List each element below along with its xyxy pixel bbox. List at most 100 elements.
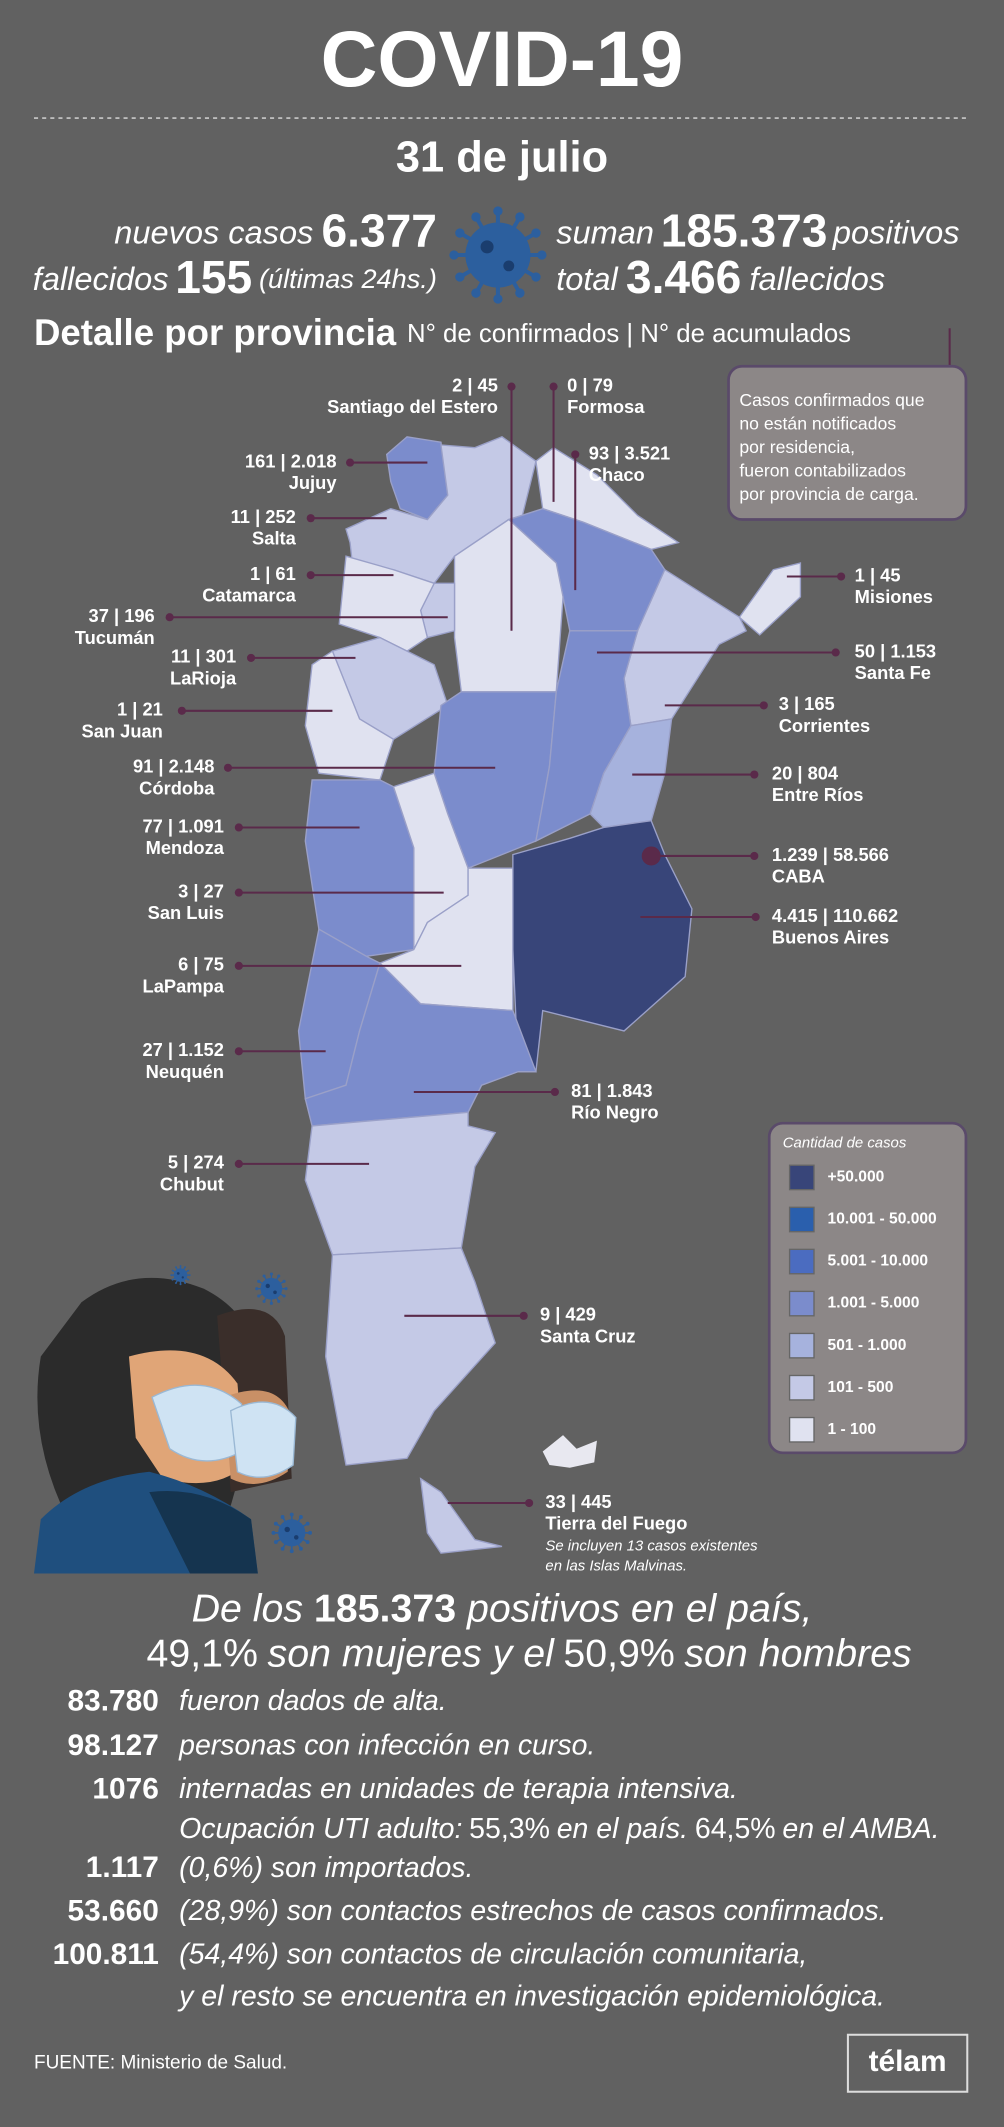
virus-spike-tip	[269, 1301, 273, 1305]
virus-spike-tip	[298, 1546, 303, 1551]
province-value: 2 | 45	[452, 374, 498, 395]
virus-spike-tip	[471, 212, 481, 222]
province-name: Buenos Aires	[772, 927, 889, 948]
province-dot	[177, 706, 186, 715]
date: 31 de julio	[396, 134, 608, 182]
province-name: Catamarca	[202, 585, 296, 606]
province-dot	[759, 701, 768, 710]
number: 185.373	[661, 205, 828, 257]
virus-spike-tip	[493, 294, 503, 304]
mask	[151, 1384, 243, 1462]
province-name: San Luis	[148, 902, 224, 923]
mask	[229, 1401, 297, 1478]
virus-spike-tip	[269, 1272, 273, 1276]
detail-title: Detalle por provincia	[34, 312, 397, 353]
legend-swatch	[788, 1416, 815, 1443]
province-value: 33 | 445	[545, 1491, 611, 1512]
virus-body	[278, 1519, 306, 1547]
virus-spike-tip	[171, 1269, 174, 1272]
tierra-note: Se incluyen 13 casos existentes	[545, 1537, 758, 1554]
label: fallecidos	[33, 260, 169, 296]
province-shape	[304, 650, 395, 781]
province-shape	[304, 961, 537, 1127]
virus-spike-tip	[174, 1282, 177, 1285]
province-value: 20 | 804	[772, 762, 839, 783]
illustration	[34, 1277, 297, 1574]
virus-spike-tip	[305, 1540, 310, 1544]
province-dot	[306, 514, 315, 523]
virus-spot	[273, 1290, 277, 1295]
virus-spike-tip	[171, 1278, 174, 1281]
province-dot	[507, 382, 516, 391]
province-dot	[246, 653, 256, 662]
virus-spot	[265, 1283, 270, 1289]
legend-title: Cantidad de casos	[783, 1134, 907, 1151]
note-line: no están notificados	[739, 414, 896, 434]
text: son hombres	[684, 1632, 911, 1676]
province-dot	[751, 912, 760, 922]
province-value: 1 | 45	[855, 564, 901, 585]
virus-icon	[449, 206, 547, 304]
stat-number: 1.117	[86, 1851, 159, 1884]
virus-spike-tip	[273, 1540, 278, 1544]
map	[297, 436, 802, 1554]
virus-body	[465, 222, 531, 288]
virus-spike-tip	[282, 1279, 286, 1283]
province-value: 37 | 196	[89, 605, 155, 626]
virus-spike-tip	[515, 288, 525, 298]
note-box	[727, 364, 968, 521]
province-name: Santiago del Estero	[327, 396, 498, 417]
stats-rows: 83.780 fueron dados de alta. 98.127 persona…	[53, 1684, 887, 1971]
province-name: Chaco	[589, 464, 645, 485]
virus-spike-tip	[305, 1521, 310, 1526]
stat-number: 83.780	[68, 1684, 159, 1717]
legend-box	[767, 1121, 968, 1455]
number: 185.373	[314, 1587, 456, 1631]
intro-line: De los 185.373 positivos en el país,	[192, 1587, 813, 1631]
province-value: 1 | 21	[117, 699, 163, 720]
province-value: 1.239 | 58.566	[772, 844, 889, 865]
virus-icons	[170, 1264, 312, 1554]
province-name: Santa Fe	[855, 662, 931, 683]
province-dot	[234, 1047, 243, 1056]
virus-spike-tip	[257, 1294, 261, 1298]
province-value: 5 | 274	[168, 1152, 225, 1173]
stat-text: personas con infección en curso.	[178, 1730, 595, 1762]
province-value: 4.415 | 110.662	[772, 905, 898, 926]
stat-text: (0,6%) son importados.	[179, 1852, 473, 1884]
detail-subtitle: N° de confirmados | N° de acumulados	[407, 320, 851, 348]
virus-spike-tip	[262, 1274, 266, 1278]
province-value: 0 | 79	[567, 374, 613, 395]
number: 50,9%	[563, 1632, 675, 1676]
legend-label: 501 - 1.000	[828, 1337, 907, 1354]
legend-label: 10.001 - 50.000	[828, 1211, 937, 1228]
virus-spike-tip	[282, 1294, 286, 1298]
legend-label: 101 - 500	[828, 1379, 894, 1396]
province-value: 27 | 1.152	[142, 1039, 223, 1060]
province-dot	[750, 770, 759, 779]
province-name: Tierra del Fuego	[545, 1513, 687, 1534]
tierra-note: en las Islas Malvinas.	[545, 1558, 687, 1575]
province-shape	[738, 562, 802, 636]
province-value: 50 | 1.153	[855, 640, 936, 661]
legend-swatch	[788, 1374, 815, 1401]
province-dot	[165, 613, 174, 622]
province-shape	[304, 1111, 497, 1256]
province-name: Río Negro	[571, 1102, 658, 1123]
province-dot	[234, 888, 243, 897]
stat-text: (28,9%) son contactos estrechos de casos…	[179, 1895, 886, 1927]
text: en el país.	[557, 1812, 688, 1844]
brand-box	[846, 2033, 969, 2093]
province-shape	[324, 1247, 496, 1466]
virus-spike-tip	[179, 1283, 182, 1286]
total-deaths-line: total 3.466 fallecidos	[556, 251, 885, 303]
virus-spike-tip	[308, 1530, 312, 1535]
legend-label: 1.001 - 5.000	[828, 1295, 920, 1312]
legend-swatch	[788, 1332, 815, 1359]
virus-spike-tip	[174, 1266, 177, 1269]
virus-spike-tip	[455, 228, 465, 238]
text: De los	[192, 1587, 303, 1631]
total-cases-line: suman 185.373 positivos	[556, 205, 959, 257]
text: positivos en el país,	[466, 1587, 812, 1631]
province-name: Mendoza	[146, 837, 225, 858]
